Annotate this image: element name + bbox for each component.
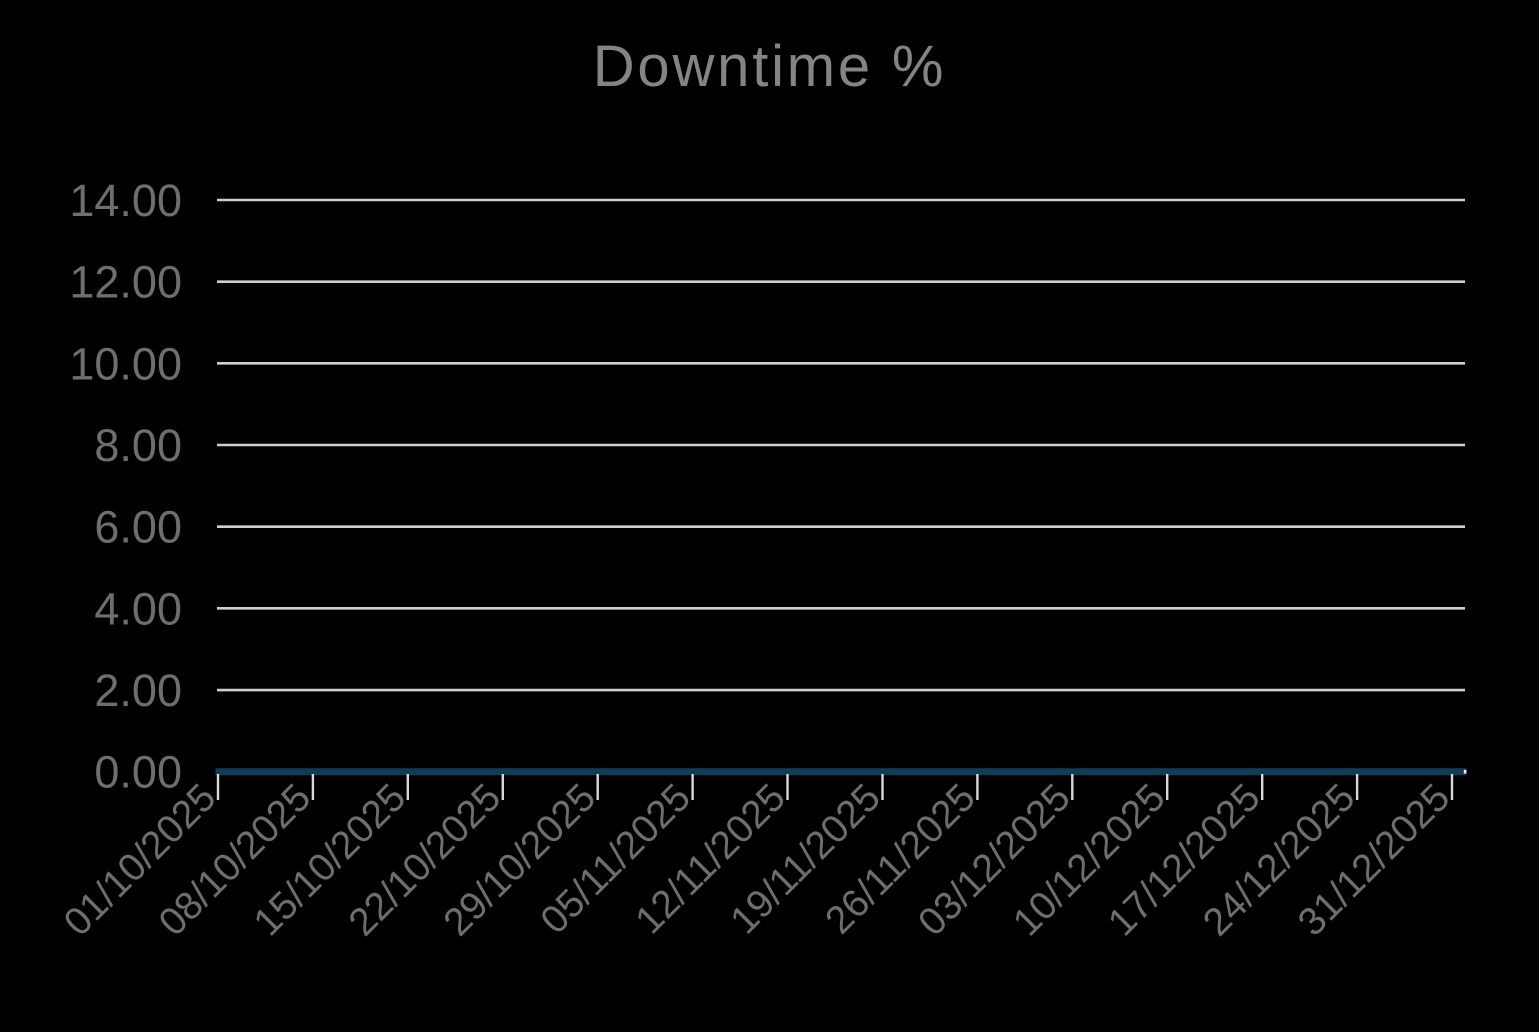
svg-text:2.00: 2.00 xyxy=(94,665,182,716)
svg-text:10.00: 10.00 xyxy=(69,338,182,389)
svg-text:6.00: 6.00 xyxy=(94,502,182,553)
svg-text:14.00: 14.00 xyxy=(69,175,182,226)
svg-text:0.00: 0.00 xyxy=(94,747,182,798)
svg-text:12.00: 12.00 xyxy=(69,257,182,308)
svg-text:4.00: 4.00 xyxy=(94,583,182,634)
svg-text:8.00: 8.00 xyxy=(94,420,182,471)
